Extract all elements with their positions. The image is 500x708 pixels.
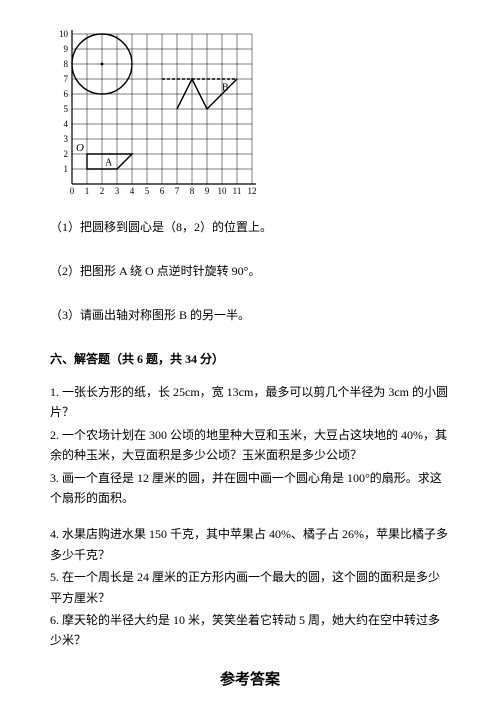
svg-text:6: 6 bbox=[64, 89, 69, 99]
question-2: （2）把图形 A 绕 O 点逆时针旋转 90°。 bbox=[50, 262, 450, 280]
svg-text:A: A bbox=[105, 157, 113, 168]
svg-text:4: 4 bbox=[130, 186, 135, 194]
problem-5: 5. 在一个周长是 24 厘米的正方形内画一个最大的圆，这个圆的面积是多少平方厘… bbox=[50, 567, 450, 608]
spacer bbox=[50, 510, 450, 524]
svg-text:11: 11 bbox=[233, 186, 242, 194]
svg-text:O: O bbox=[76, 142, 84, 154]
svg-text:5: 5 bbox=[145, 186, 150, 194]
svg-text:0: 0 bbox=[70, 186, 75, 194]
grid-chart: 012345678910111212345678910AOB bbox=[50, 28, 450, 194]
svg-text:2: 2 bbox=[100, 186, 105, 194]
svg-text:4: 4 bbox=[64, 119, 69, 129]
svg-text:1: 1 bbox=[85, 186, 90, 194]
svg-text:2: 2 bbox=[64, 149, 69, 159]
problem-3: 3. 画一个直径是 12 厘米的圆，并在圆中画一个圆心角是 100°的扇形。求这… bbox=[50, 468, 450, 509]
svg-text:8: 8 bbox=[64, 59, 69, 69]
svg-text:9: 9 bbox=[64, 44, 69, 54]
svg-text:B: B bbox=[222, 82, 229, 93]
svg-text:10: 10 bbox=[218, 186, 228, 194]
svg-text:10: 10 bbox=[59, 29, 69, 39]
svg-text:9: 9 bbox=[205, 186, 210, 194]
svg-text:7: 7 bbox=[175, 186, 180, 194]
svg-text:8: 8 bbox=[190, 186, 195, 194]
svg-text:12: 12 bbox=[248, 186, 257, 194]
problem-2: 2. 一个农场计划在 300 公顷的地里种大豆和玉米，大豆占这块地的 40%，其… bbox=[50, 425, 450, 466]
svg-text:7: 7 bbox=[64, 74, 69, 84]
svg-text:3: 3 bbox=[115, 186, 120, 194]
grid-svg: 012345678910111212345678910AOB bbox=[50, 28, 260, 194]
section-6-heading: 六、解答题（共 6 题，共 34 分） bbox=[50, 350, 450, 368]
svg-text:6: 6 bbox=[160, 186, 165, 194]
svg-text:1: 1 bbox=[64, 164, 69, 174]
answer-heading: 参考答案 bbox=[50, 669, 450, 692]
question-1: （1）把圆移到圆心是（8，2）的位置上。 bbox=[50, 218, 450, 236]
problem-4: 4. 水果店购进水果 150 千克，其中苹果占 40%、橘子占 26%，苹果比橘… bbox=[50, 524, 450, 565]
svg-text:5: 5 bbox=[64, 104, 69, 114]
problem-6: 6. 摩天轮的半径大约是 10 米，笑笑坐着它转动 5 周，她大约在空中转过多少… bbox=[50, 610, 450, 651]
question-3: （3）请画出轴对称图形 B 的另一半。 bbox=[50, 306, 450, 324]
problem-1: 1. 一张长方形的纸，长 25cm，宽 13cm，最多可以剪几个半径为 3cm … bbox=[50, 382, 450, 423]
svg-text:3: 3 bbox=[64, 134, 69, 144]
